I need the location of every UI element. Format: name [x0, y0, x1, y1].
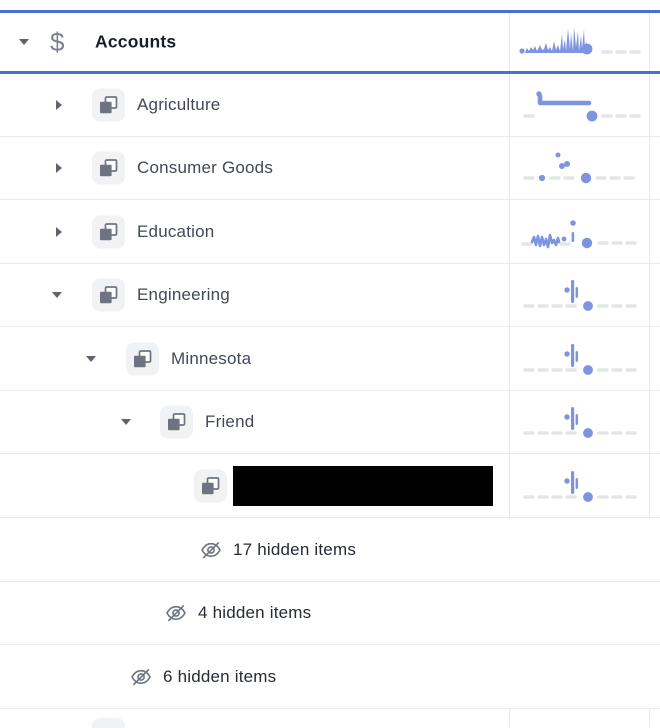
label-cell: Minnesota: [0, 327, 509, 390]
tree-row-consumer-goods[interactable]: Consumer Goods: [0, 137, 660, 200]
sparkline-cell-accounts[interactable]: [509, 13, 650, 71]
hidden-items-label: 17 hidden items: [233, 539, 357, 559]
sparkline-spike-icon: [523, 280, 637, 311]
chevron-right-icon[interactable]: [56, 100, 62, 110]
tree-row-minnesota[interactable]: Minnesota: [0, 327, 660, 391]
sparkline-cell[interactable]: [509, 74, 650, 136]
sparkline-cell[interactable]: [509, 327, 650, 390]
dollar-icon: $: [50, 27, 65, 57]
hidden-items-row-17[interactable]: 17 hidden items: [0, 518, 660, 582]
page-title: Accounts: [95, 31, 177, 52]
sparkline-cell[interactable]: [509, 200, 650, 263]
entity-squares-icon: [126, 342, 159, 375]
hidden-items-label: 4 hidden items: [198, 603, 312, 622]
row-label: Agriculture: [137, 95, 221, 114]
label-cell: Education: [0, 200, 509, 263]
hidden-items-row-4[interactable]: 4 hidden items: [0, 582, 660, 645]
row-label: Education: [137, 221, 215, 241]
tree-row-redacted[interactable]: [0, 454, 660, 518]
entity-squares-icon: [92, 718, 125, 728]
sparkline-cell[interactable]: [509, 454, 650, 517]
entity-squares-icon: [92, 151, 125, 185]
row-label: Engineering: [137, 285, 230, 304]
sparkline-cell[interactable]: [509, 264, 650, 326]
entity-squares-icon: [92, 88, 125, 122]
redacted-label-overlay: [233, 465, 493, 506]
sparkline-spike-icon: [523, 343, 637, 375]
entity-squares-icon: [194, 469, 227, 502]
label-cell: [0, 454, 509, 517]
sparkline-cell[interactable]: [509, 391, 650, 453]
hidden-items-row-6[interactable]: 6 hidden items: [0, 645, 660, 709]
accounts-label-cell: $ Accounts: [0, 13, 509, 71]
sparkline-scatter-icon: [523, 152, 635, 184]
chevron-down-icon[interactable]: [52, 292, 62, 298]
top-spacer: [0, 0, 660, 10]
chevron-down-icon[interactable]: [19, 39, 29, 45]
label-cell: Agriculture: [0, 74, 509, 136]
chevron-down-icon[interactable]: [121, 419, 131, 425]
tree-row-friend[interactable]: Friend: [0, 391, 660, 454]
row-label: Minnesota: [171, 348, 252, 368]
row-label: Consumer Goods: [137, 158, 274, 177]
eye-off-icon: [164, 601, 188, 625]
sparkline-stepline-icon: [523, 91, 641, 122]
eye-off-icon: [129, 665, 153, 689]
label-cell: Consumer Goods: [0, 137, 509, 199]
tree-row-agriculture[interactable]: Agriculture: [0, 74, 660, 137]
eye-off-icon: [199, 538, 223, 562]
tree-row-partial: [0, 709, 660, 728]
sparkline-squiggle-icon: [521, 219, 637, 248]
entity-squares-icon: [92, 215, 125, 248]
sparkline-cell: [509, 709, 650, 727]
sparkline-spike-icon: [523, 470, 637, 502]
hidden-items-label: 6 hidden items: [163, 666, 277, 686]
chevron-right-icon[interactable]: [56, 226, 62, 237]
sparkline-cell[interactable]: [509, 137, 650, 199]
entity-squares-icon: [92, 278, 125, 312]
label-cell: Engineering: [0, 264, 509, 326]
entity-squares-icon: [160, 405, 193, 439]
tree-row-accounts[interactable]: $ Accounts: [0, 10, 660, 74]
tree-row-engineering[interactable]: Engineering: [0, 264, 660, 327]
row-label: Friend: [205, 412, 255, 431]
label-cell: Friend: [0, 391, 509, 453]
sparkline-spike-icon: [523, 407, 637, 438]
tree-row-education[interactable]: Education: [0, 200, 660, 264]
sparkline-skyline-icon: [519, 27, 641, 55]
chevron-down-icon[interactable]: [86, 355, 96, 362]
chevron-right-icon[interactable]: [56, 163, 62, 173]
